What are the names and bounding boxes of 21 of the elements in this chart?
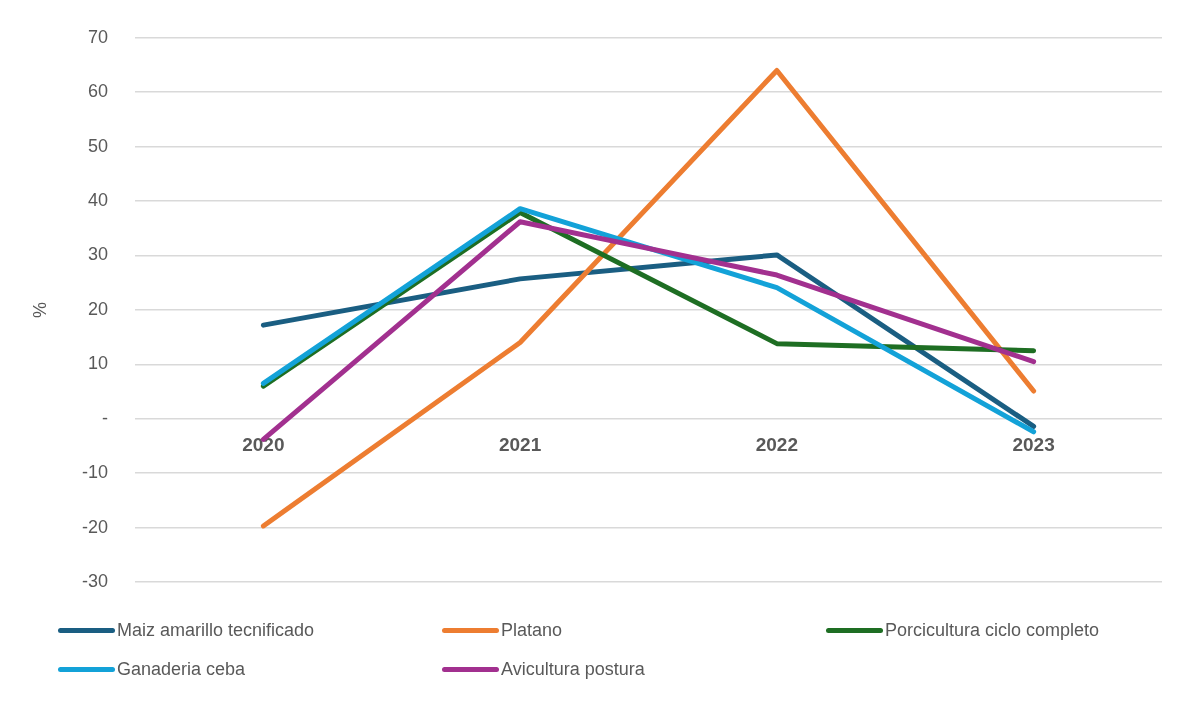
y-tick-label: -10 bbox=[81, 462, 108, 483]
y-tick-label: 40 bbox=[87, 190, 108, 211]
x-tick-label: 2022 bbox=[755, 434, 799, 456]
legend-label: Porcicultura ciclo completo bbox=[885, 619, 1100, 641]
y-tick-label: 30 bbox=[87, 244, 108, 265]
x-tick-label: 2023 bbox=[1012, 434, 1055, 456]
legend-label: Ganaderia ceba bbox=[117, 658, 246, 680]
y-tick-label: - bbox=[102, 407, 108, 428]
y-tick-label: -20 bbox=[81, 516, 108, 537]
y-tick-label: 10 bbox=[87, 353, 108, 374]
y-tick-label: 50 bbox=[87, 135, 108, 156]
y-tick-label: 60 bbox=[87, 81, 108, 102]
y-tick-label: 20 bbox=[87, 298, 108, 319]
y-axis-title: % bbox=[29, 301, 50, 318]
x-tick-label: 2021 bbox=[498, 434, 542, 456]
y-tick-label: 70 bbox=[87, 26, 108, 47]
legend-label: Maiz amarillo tecnificado bbox=[117, 619, 315, 641]
y-tick-label: -30 bbox=[81, 570, 108, 591]
x-tick-label: 2020 bbox=[242, 434, 285, 456]
legend-label: Platano bbox=[501, 619, 563, 641]
legend-label: Avicultura postura bbox=[501, 658, 645, 680]
